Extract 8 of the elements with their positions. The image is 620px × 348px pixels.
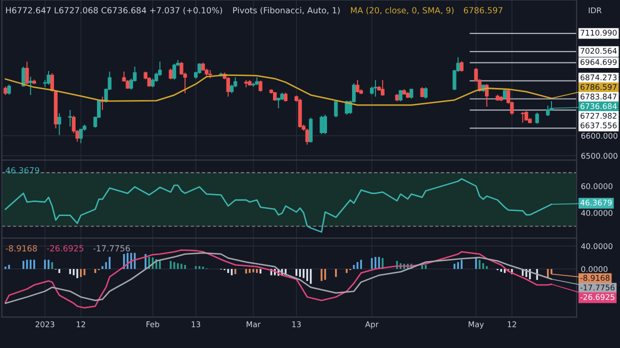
text: -8.9168 [6, 245, 37, 252]
text: -17.7756 [93, 245, 130, 252]
text: 6786.597 [464, 7, 502, 14]
text: -26.6925 [46, 245, 84, 252]
annotation: Pivots (Fibonacci, Auto, 1) [233, 6, 340, 14]
text: MA (20, close, 0, SMA, 9) [351, 6, 454, 14]
annotation: H6772.647 L6727.068 C6736.684 +7.037 (+0.10%) [6, 6, 222, 14]
text: 46.3679 [6, 167, 40, 174]
